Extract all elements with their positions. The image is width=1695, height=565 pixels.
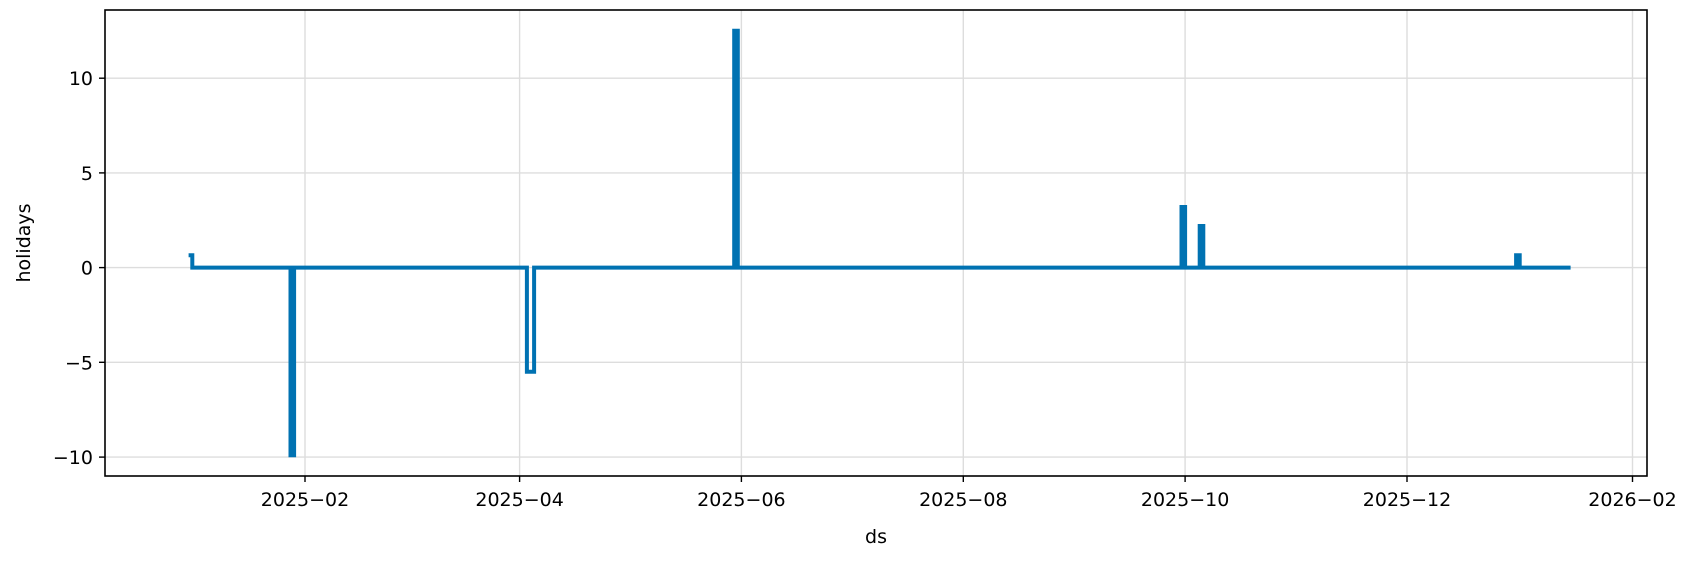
x-tick-label: 2025−04 [475,489,563,511]
x-axis-ticks: 2025−02 2025−04 2025−06 2025−08 2025−10 2025−… [261,476,1677,511]
plot-frame [104,9,1648,477]
y-axis-ticks: 10 5 0 −5 −10 [53,68,105,469]
x-tick-label: 2026−02 [1588,489,1676,511]
x-tick-label: 2025−10 [1141,489,1229,511]
y-tick-label: 0 [81,258,93,280]
y-tick-label: −10 [53,447,93,469]
y-tick-label: 10 [69,68,93,90]
x-tick-label: 2025−06 [697,489,785,511]
series-group [188,28,1571,458]
y-axis-title: holidays [13,203,35,282]
y-tick-label: 5 [81,163,93,185]
x-axis-title: ds [865,526,887,548]
x-tick-label: 2025−08 [919,489,1007,511]
series-line-0 [188,28,1571,458]
plot-background [105,10,1647,476]
y-tick-label: −5 [65,352,93,374]
x-tick-label: 2025−02 [261,489,349,511]
x-tick-label: 2025−12 [1363,489,1451,511]
